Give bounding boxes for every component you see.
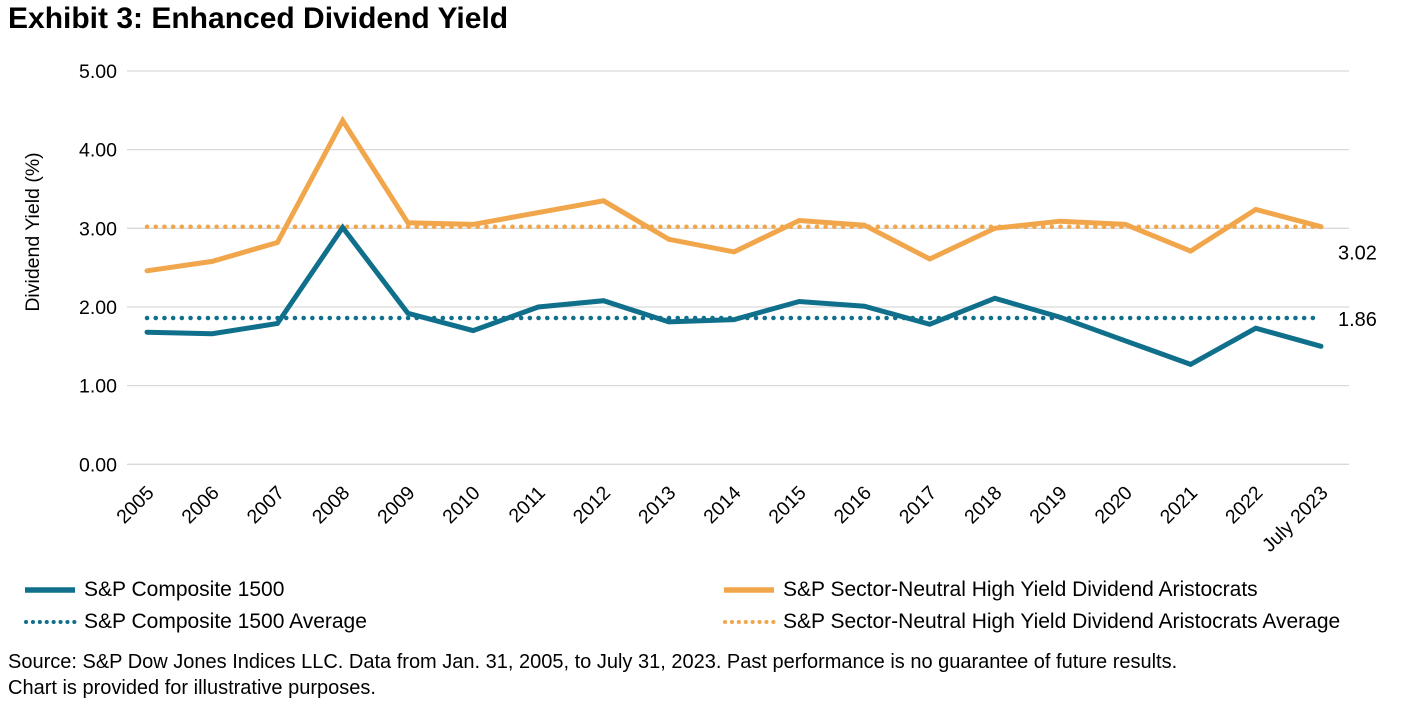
legend-swatch-solid-orange-icon [724,587,774,593]
x-tick-label: 2012 [569,482,615,528]
x-tick-label: 2007 [243,482,289,528]
y-tick-label: 0.00 [79,454,117,476]
x-tick-label: 2010 [438,482,484,528]
legend-label-aristocrats: S&P Sector-Neutral High Yield Dividend A… [783,578,1258,601]
y-tick-label: 5.00 [79,61,117,83]
y-tick-label: 4.00 [79,140,117,162]
x-tick-label: 2019 [1025,482,1071,528]
series-line [144,223,1324,368]
y-tick-label: 1.00 [79,376,117,398]
x-tick-label: 2011 [505,482,550,527]
legend-swatch-dotted-teal-icon [24,620,77,624]
legend-item-aristocrats: S&P Sector-Neutral High Yield Dividend A… [722,577,1258,603]
source-line-1: Source: S&P Dow Jones Indices LLC. Data … [8,651,1178,673]
legend-item-aristocrats-average: S&P Sector-Neutral High Yield Dividend A… [722,609,1340,635]
legend-label-composite: S&P Composite 1500 [84,578,285,601]
x-tick-label: 2021 [1156,482,1202,528]
x-tick-label: 2016 [830,482,876,528]
x-tick-label: 2013 [634,482,680,528]
x-tick-label: 2018 [960,482,1006,528]
source-line-2: Chart is provided for illustrative purpo… [8,677,376,699]
x-tick-label: 2006 [178,482,224,528]
x-tick-label: 2009 [373,482,419,528]
x-tick-label: 2005 [112,482,158,528]
average-annotation: 3.02 [1338,243,1377,265]
legend-swatch-dotted-orange-icon [723,620,776,624]
x-tick-label: 2020 [1091,482,1137,528]
y-tick-label: 2.00 [79,297,117,319]
series-line [144,115,1324,274]
line-chart-plot: 0.00 1.00 2.00 3.00 4.00 5.00 1.86 3.02 2005 2006… [79,61,1377,556]
legend-item-composite-average: S&P Composite 1500 Average [23,609,367,635]
x-tick-label: 2008 [308,482,354,528]
x-tick-label: 2017 [895,482,941,528]
legend-label-aristocrats-average: S&P Sector-Neutral High Yield Dividend A… [783,610,1341,633]
x-tick-label: 2014 [699,482,745,528]
x-tick-label: July 2023 [1258,482,1333,556]
source-note: Source: S&P Dow Jones Indices LLC. Data … [8,649,1177,701]
y-tick-label: 3.00 [79,218,117,240]
chart-title: Exhibit 3: Enhanced Dividend Yield [8,2,509,35]
legend-swatch-solid-teal-icon [25,587,75,593]
average-annotation: 1.86 [1338,309,1377,331]
legend-label-composite-average: S&P Composite 1500 Average [84,610,367,633]
x-tick-label: 2022 [1221,482,1267,528]
x-tick-label: 2015 [765,482,811,528]
legend-item-composite: S&P Composite 1500 [23,577,284,603]
